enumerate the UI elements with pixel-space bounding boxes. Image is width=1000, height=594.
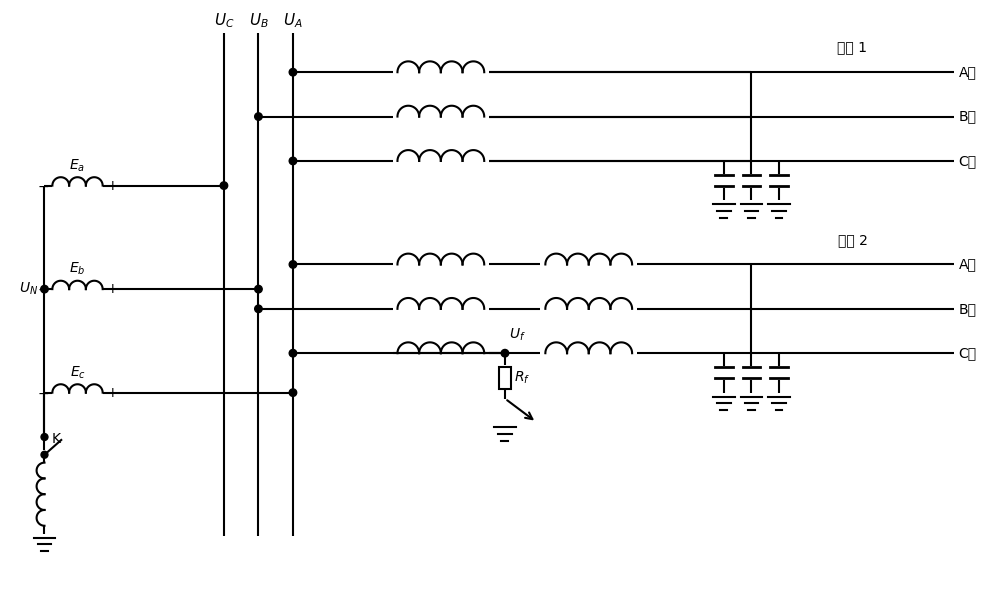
Text: $-$: $-$ bbox=[37, 282, 49, 296]
Text: 出线 1: 出线 1 bbox=[837, 40, 867, 55]
Circle shape bbox=[289, 157, 297, 165]
Text: C相: C相 bbox=[958, 346, 977, 360]
Circle shape bbox=[255, 285, 262, 293]
Circle shape bbox=[289, 261, 297, 268]
Text: $U_N$: $U_N$ bbox=[19, 281, 39, 298]
Text: $U_f$: $U_f$ bbox=[509, 327, 526, 343]
Circle shape bbox=[255, 113, 262, 121]
Text: $E_b$: $E_b$ bbox=[69, 261, 86, 277]
Text: B相: B相 bbox=[958, 302, 976, 316]
Circle shape bbox=[255, 305, 262, 312]
Text: $U_A$: $U_A$ bbox=[283, 11, 303, 30]
Bar bbox=[499, 367, 511, 388]
Circle shape bbox=[289, 389, 297, 396]
Text: B相: B相 bbox=[958, 109, 976, 124]
Text: $U_C$: $U_C$ bbox=[214, 11, 234, 30]
Text: $+$: $+$ bbox=[106, 386, 118, 400]
Text: 出线 2: 出线 2 bbox=[838, 233, 867, 247]
Circle shape bbox=[41, 434, 48, 441]
Circle shape bbox=[289, 68, 297, 76]
Text: $-$: $-$ bbox=[37, 179, 49, 192]
Text: A相: A相 bbox=[958, 65, 976, 79]
Text: K: K bbox=[51, 432, 60, 446]
Text: $E_a$: $E_a$ bbox=[69, 157, 86, 174]
Circle shape bbox=[220, 182, 228, 189]
Text: $E_c$: $E_c$ bbox=[70, 364, 86, 381]
Text: $+$: $+$ bbox=[106, 179, 118, 192]
Text: $+$: $+$ bbox=[106, 282, 118, 296]
Circle shape bbox=[501, 349, 509, 357]
Text: $U_B$: $U_B$ bbox=[249, 11, 268, 30]
Text: $-$: $-$ bbox=[37, 386, 49, 400]
Circle shape bbox=[41, 285, 48, 293]
Circle shape bbox=[41, 451, 48, 458]
Circle shape bbox=[289, 349, 297, 357]
Text: $R_f$: $R_f$ bbox=[514, 369, 530, 386]
Text: C相: C相 bbox=[958, 154, 977, 168]
Text: A相: A相 bbox=[958, 257, 976, 271]
